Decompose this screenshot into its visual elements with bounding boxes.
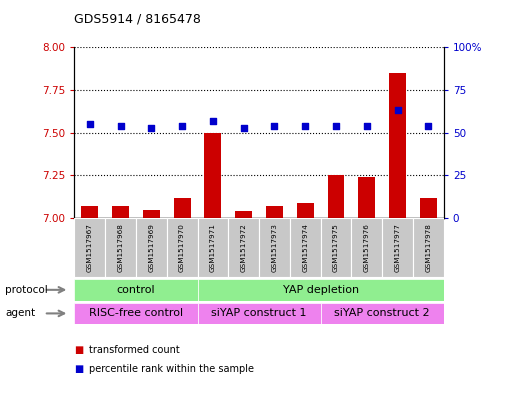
Bar: [74, 303, 198, 324]
Bar: [198, 279, 444, 301]
Text: siYAP construct 1: siYAP construct 1: [211, 309, 307, 318]
Text: ■: ■: [74, 364, 84, 375]
Text: GSM1517968: GSM1517968: [117, 223, 124, 272]
Text: GSM1517976: GSM1517976: [364, 223, 370, 272]
Point: [270, 123, 279, 129]
Text: GSM1517971: GSM1517971: [210, 223, 216, 272]
Text: GSM1517969: GSM1517969: [148, 223, 154, 272]
Point: [147, 124, 155, 130]
Bar: [136, 218, 167, 277]
Point: [178, 123, 186, 129]
Bar: [105, 218, 136, 277]
Bar: [74, 279, 198, 301]
Point: [332, 123, 340, 129]
Bar: [321, 303, 444, 324]
Bar: [235, 211, 252, 218]
Text: percentile rank within the sample: percentile rank within the sample: [89, 364, 254, 375]
Bar: [297, 203, 313, 218]
Text: GSM1517975: GSM1517975: [333, 223, 339, 272]
Bar: [198, 218, 228, 277]
Bar: [204, 133, 222, 218]
Text: ■: ■: [74, 345, 84, 355]
Bar: [327, 175, 344, 218]
Bar: [167, 218, 198, 277]
Point: [86, 121, 94, 127]
Bar: [358, 177, 375, 218]
Bar: [198, 303, 321, 324]
Point: [424, 123, 432, 129]
Bar: [290, 218, 321, 277]
Text: control: control: [116, 285, 155, 295]
Bar: [382, 218, 413, 277]
Text: GSM1517974: GSM1517974: [302, 223, 308, 272]
Bar: [259, 218, 290, 277]
Text: RISC-free control: RISC-free control: [89, 309, 183, 318]
Text: GSM1517972: GSM1517972: [241, 223, 247, 272]
Point: [209, 118, 217, 124]
Point: [363, 123, 371, 129]
Bar: [228, 218, 259, 277]
Bar: [143, 209, 160, 218]
Text: protocol: protocol: [5, 285, 48, 295]
Text: GSM1517970: GSM1517970: [179, 223, 185, 272]
Text: GSM1517977: GSM1517977: [394, 223, 401, 272]
Bar: [74, 218, 105, 277]
Text: agent: agent: [5, 309, 35, 318]
Bar: [413, 218, 444, 277]
Point: [301, 123, 309, 129]
Text: GSM1517978: GSM1517978: [425, 223, 431, 272]
Bar: [420, 198, 437, 218]
Bar: [389, 73, 406, 218]
Text: transformed count: transformed count: [89, 345, 180, 355]
Text: GDS5914 / 8165478: GDS5914 / 8165478: [74, 13, 201, 26]
Bar: [81, 206, 98, 218]
Bar: [321, 218, 351, 277]
Text: siYAP construct 2: siYAP construct 2: [334, 309, 430, 318]
Point: [116, 123, 125, 129]
Point: [393, 107, 402, 114]
Point: [240, 124, 248, 130]
Bar: [351, 218, 382, 277]
Text: YAP depletion: YAP depletion: [283, 285, 359, 295]
Text: GSM1517967: GSM1517967: [87, 223, 93, 272]
Bar: [173, 198, 190, 218]
Bar: [112, 206, 129, 218]
Bar: [266, 206, 283, 218]
Text: GSM1517973: GSM1517973: [271, 223, 278, 272]
